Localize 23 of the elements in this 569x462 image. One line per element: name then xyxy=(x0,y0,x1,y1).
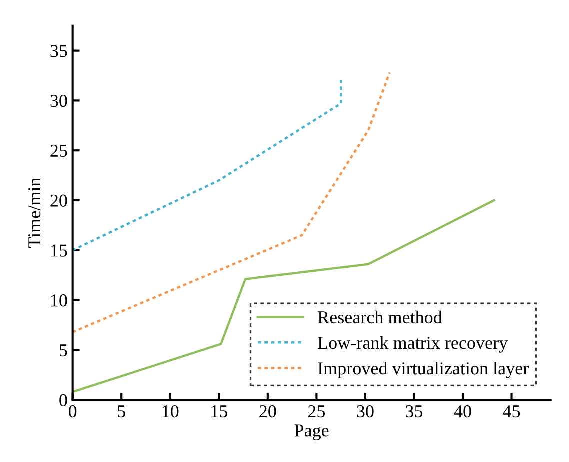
x-tick-label: 30 xyxy=(357,405,374,418)
x-tick-label: 15 xyxy=(212,406,228,418)
y-tick-label: 15 xyxy=(52,244,68,257)
x-tick-label: 45 xyxy=(503,406,520,418)
x-tick-label: 25 xyxy=(308,406,326,418)
x-tick-label: 5 xyxy=(118,406,126,418)
y-tick-label: 0 xyxy=(60,394,68,407)
x-tick-label: 40 xyxy=(454,405,472,418)
x-tick-label: 10 xyxy=(162,405,179,418)
y-tick-label: 20 xyxy=(50,194,68,207)
y-tick-label: 5 xyxy=(60,344,68,357)
x-tick-label: 20 xyxy=(260,405,276,418)
y-tick-label: 25 xyxy=(50,144,68,158)
x-axis-title: Page xyxy=(294,424,329,440)
y-tick-label: 30 xyxy=(50,94,68,108)
legend-label: Low-rank matrix recovery xyxy=(318,336,508,353)
legend-label: Research method xyxy=(318,310,442,324)
x-tick-label: 0 xyxy=(69,405,77,418)
x-tick-label: 35 xyxy=(406,406,423,418)
legend-label: Improved virtualization layer xyxy=(318,362,529,378)
y-tick-label: 10 xyxy=(52,294,68,307)
y-tick-label: 35 xyxy=(50,45,68,58)
y-axis-title: Time/min xyxy=(28,178,41,248)
